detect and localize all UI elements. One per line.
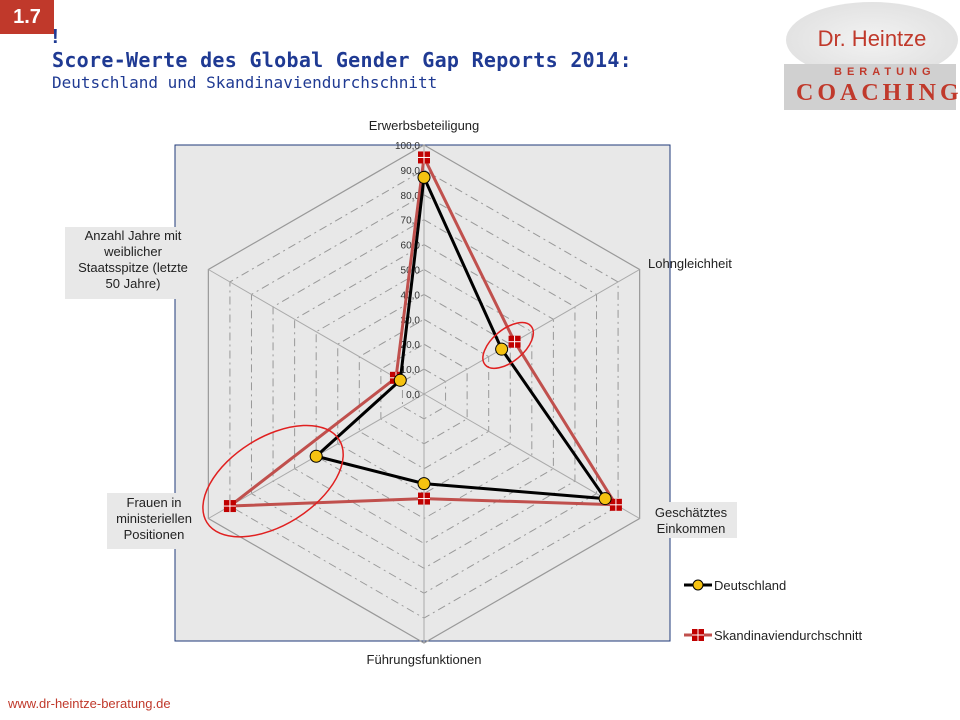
slide-number-badge: 1.7 [0, 0, 54, 34]
spoke-1 [423, 269, 640, 395]
axis-label-lohngleichheit: Lohngleichheit [648, 256, 732, 271]
tick-label-90: 90,0 [401, 166, 421, 177]
highlight-ministerien [202, 424, 344, 538]
series-layer [223, 151, 622, 513]
logo-box [784, 64, 956, 110]
spoke-5 [208, 269, 425, 395]
logo-sub-text: BERATUNG [834, 66, 936, 78]
series-deutschland [309, 170, 612, 506]
axis-label-einkommen: Geschätztes Einkommen [645, 502, 737, 538]
tick-label-10: 10,0 [401, 365, 421, 376]
footer-url[interactable]: www.dr-heintze-beratung.de [8, 696, 171, 711]
point-deutschland-3 [417, 477, 431, 491]
axis-label-ministerien: Frauen in ministeriellen Positionen [107, 493, 201, 549]
point-skandinavien-4 [223, 500, 236, 513]
highlight-ellipses [202, 321, 535, 538]
tick-label-0: 0,0 [406, 390, 420, 401]
point-deutschland-1 [495, 342, 509, 356]
highlight-lohngleichheit [482, 321, 535, 370]
logo-main-text: COACHING [796, 80, 960, 106]
tick-label-20: 20,0 [401, 340, 421, 351]
point-deutschland-2 [598, 492, 612, 506]
legend: Deutschland Skandinaviendurchschnitt [684, 578, 863, 643]
point-skandinavien-3 [418, 492, 430, 505]
point-deutschland-5 [393, 373, 407, 387]
tick-label-80: 80,0 [401, 191, 421, 202]
point-skandinavien-0 [418, 151, 430, 164]
legend-item-skandinavien: Skandinaviendurchschnitt [684, 628, 863, 643]
slide-subtitle: Deutschland und Skandinaviendurchschnitt [52, 73, 438, 92]
slide-title: Score-Werte des Global Gender Gap Report… [52, 48, 633, 72]
axis-label-fuehrungsfunktionen: Führungsfunktionen [367, 652, 482, 667]
legend-label-skandinavien: Skandinaviendurchschnitt [714, 628, 863, 643]
point-skandinavien-1 [508, 335, 521, 348]
logo-name: Dr. Heintze [817, 26, 927, 51]
point-deutschland-0 [417, 170, 431, 184]
axis-label-einkommen-text: Geschätztes Einkommen [655, 505, 728, 536]
legend-item-deutschland: Deutschland [684, 578, 786, 593]
tick-label-100: 100,0 [395, 141, 420, 152]
axis-label-ministerien-text: Frauen in ministeriellen Positionen [116, 495, 192, 542]
legend-label-deutschland: Deutschland [714, 578, 786, 593]
tick-label-30: 30,0 [401, 315, 421, 326]
point-deutschland-4 [309, 449, 323, 463]
title-bullet: ! [52, 26, 59, 48]
axis-label-staatsspitze: Anzahl Jahre mit weiblicher Staatsspitze (… [65, 227, 201, 299]
point-skandinavien-2 [609, 498, 622, 511]
tick-label-60: 60,0 [401, 241, 421, 252]
tick-label-70: 70,0 [401, 216, 421, 227]
axis-label-erwerbsbeteiligung: Erwerbsbeteiligung [369, 118, 480, 133]
axis-label-staatsspitze-text: Anzahl Jahre mit weiblicher Staatsspitze (… [78, 228, 188, 291]
